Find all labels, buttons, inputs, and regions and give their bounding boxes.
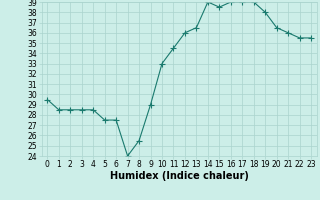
X-axis label: Humidex (Indice chaleur): Humidex (Indice chaleur) — [110, 171, 249, 181]
